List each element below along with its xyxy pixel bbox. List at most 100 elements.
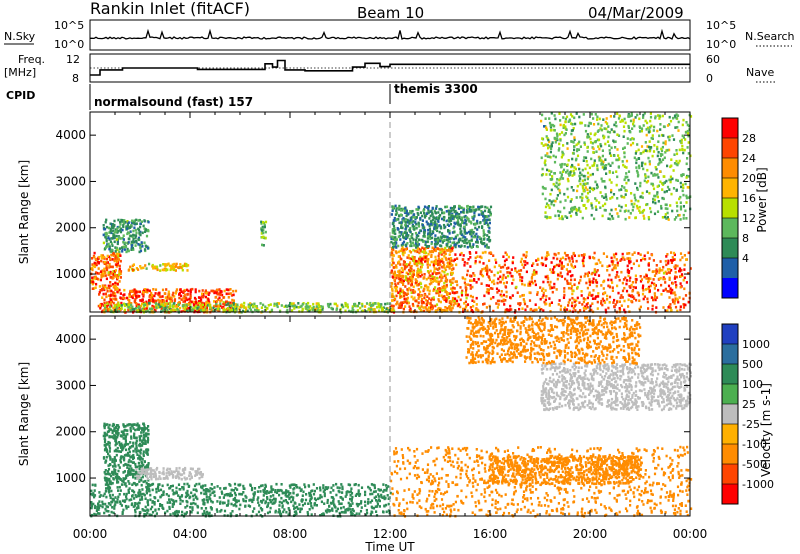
power-cell: [401, 232, 404, 236]
power-cell: [581, 259, 584, 262]
power-cell: [612, 193, 616, 196]
power-cell: [159, 295, 162, 299]
power-cell: [444, 285, 447, 289]
power-cell: [397, 270, 400, 273]
power-cell: [219, 302, 222, 306]
power-cell: [549, 268, 552, 271]
power-cell: [291, 304, 294, 308]
power-cell: [105, 263, 108, 266]
velocity-cell: [191, 508, 194, 512]
power-cell: [545, 257, 548, 261]
power-cell: [443, 281, 446, 285]
power-cell: [235, 308, 238, 312]
power-cell: [263, 224, 266, 227]
power-cell: [222, 302, 225, 306]
power-cell: [644, 173, 647, 176]
power-cell: [412, 213, 415, 217]
power-cell: [446, 239, 449, 242]
power-cell: [209, 306, 212, 309]
power-cell: [121, 220, 124, 223]
power-cell: [586, 136, 589, 139]
power-cell: [273, 302, 276, 306]
power-cell: [174, 292, 177, 295]
velocity-cell: [369, 492, 372, 496]
power-cell: [572, 141, 575, 144]
power-cell: [397, 250, 400, 254]
power-cell: [106, 254, 109, 258]
power-cell: [398, 271, 401, 275]
power-cell: [190, 309, 193, 312]
power-cell: [573, 298, 576, 302]
power-cell: [443, 251, 446, 254]
power-cell: [411, 236, 414, 240]
power-cell: [293, 307, 296, 310]
velocity-cell: [311, 506, 314, 510]
power-cell: [638, 209, 641, 212]
power-cell: [249, 308, 252, 312]
power-cell: [213, 300, 216, 303]
power-cell: [566, 279, 569, 283]
power-cell: [124, 245, 127, 249]
power-cell: [458, 205, 461, 208]
power-cell: [646, 203, 649, 206]
power-cell: [612, 139, 615, 143]
power-cell: [472, 272, 475, 275]
power-cell: [519, 302, 522, 305]
power-cell: [254, 308, 257, 312]
power-cell: [189, 303, 192, 306]
power-cell: [215, 302, 218, 306]
power-cell: [684, 294, 688, 297]
power-cell: [584, 156, 588, 160]
power-cell: [548, 155, 551, 159]
power-cell: [615, 183, 618, 187]
power-cell: [685, 217, 688, 220]
power-cell: [608, 178, 611, 182]
power-cell: [645, 203, 648, 207]
power-cell: [623, 155, 626, 159]
power-cell: [109, 227, 112, 231]
power-cell: [419, 248, 422, 252]
power-cell: [635, 259, 638, 263]
power-cell: [403, 209, 406, 213]
power-cell: [399, 292, 402, 295]
power-cell: [469, 256, 472, 259]
power-cell: [414, 242, 417, 246]
power-cell: [636, 186, 639, 190]
power-cell: [144, 244, 147, 248]
power-cell: [119, 230, 123, 234]
power-cell: [102, 224, 105, 227]
power-cell: [96, 258, 99, 262]
power-cell: [432, 265, 436, 268]
power-cell: [546, 168, 549, 172]
power-cell: [442, 265, 445, 268]
power-cell: [590, 308, 593, 312]
power-cell: [123, 248, 127, 251]
power-cell: [107, 236, 110, 239]
power-cell: [515, 285, 518, 289]
velocity-cell: [267, 501, 270, 505]
power-cell: [575, 112, 578, 115]
power-cell: [679, 181, 682, 185]
power-cell: [571, 301, 574, 305]
power-cell: [113, 305, 116, 308]
power-cell: [109, 298, 113, 301]
power-cell: [524, 263, 527, 267]
power-cell: [103, 227, 106, 231]
power-cell: [618, 114, 621, 118]
power-cell: [165, 302, 168, 305]
power-cell: [185, 309, 188, 313]
power-cell: [439, 244, 442, 247]
power-cell: [112, 226, 115, 229]
power-cell: [264, 236, 267, 240]
power-cell: [528, 299, 532, 302]
power-cell: [486, 206, 489, 210]
power-cell: [248, 304, 252, 307]
power-cell: [118, 273, 121, 276]
power-cell: [619, 209, 622, 213]
power-cell: [433, 223, 436, 226]
power-cell: [156, 268, 159, 272]
power-cell: [275, 302, 278, 306]
power-cell: [169, 268, 172, 272]
power-cell: [309, 305, 312, 308]
